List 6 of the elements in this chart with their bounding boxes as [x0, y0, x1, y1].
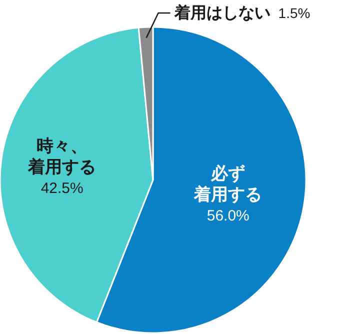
data-label: 1.5%	[278, 4, 310, 21]
data-label: 42.5%	[40, 180, 84, 198]
data-label: 56.0%	[206, 207, 250, 224]
slice-label: 時々、着用する	[27, 136, 96, 177]
slice-label: 着用はしない	[174, 5, 270, 22]
slice-label: 必ず着用する	[193, 164, 262, 204]
